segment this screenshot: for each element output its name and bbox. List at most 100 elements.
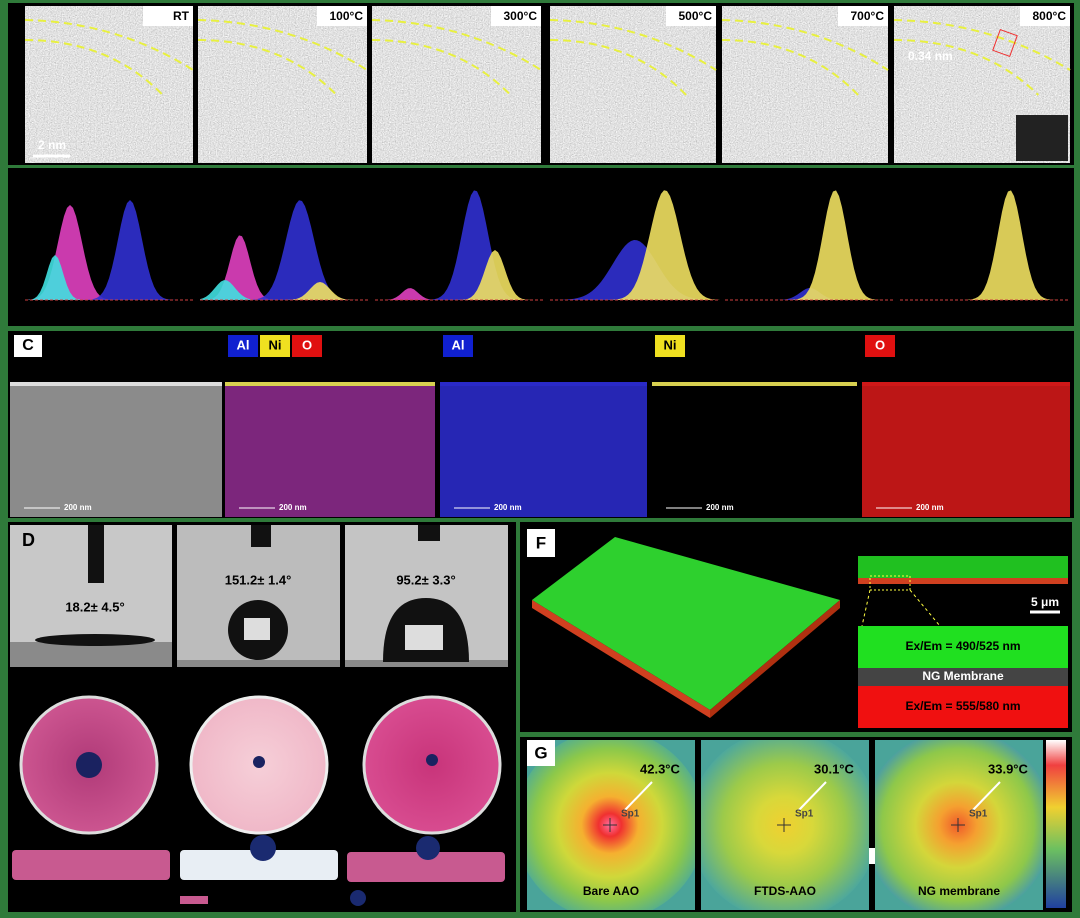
label-box [527, 529, 555, 557]
label-box [1020, 6, 1070, 26]
surface-layer [440, 382, 647, 386]
surface-layer [10, 382, 222, 386]
scale-label: 200 nm [916, 503, 944, 512]
layer-label: Ex/Em = 490/525 nm [905, 639, 1020, 653]
interface-line [371, 39, 512, 96]
spectrum-peak [900, 190, 1070, 300]
membrane-side [12, 850, 170, 880]
interface-line [371, 19, 542, 71]
panel-d: D 18.2± 4.5° 151.2± 1.4° 95.2± 3.3° [10, 525, 508, 906]
interface-line [893, 39, 1040, 96]
temperature-label: 300°C [504, 9, 538, 23]
lattice-label: 0.34 nm [908, 49, 953, 63]
membrane-edge [710, 600, 840, 718]
droplet-side [350, 890, 366, 906]
tem-image [372, 6, 541, 163]
element-label: Ni [269, 337, 282, 352]
scale-label: 5 μm [1031, 595, 1059, 609]
element-tag [655, 335, 685, 357]
tem-image [550, 6, 716, 163]
panel-label: F [536, 533, 546, 552]
temperature-label: 700°C [851, 9, 885, 23]
droplet-highlight [244, 618, 270, 640]
spectrum-peak [200, 280, 370, 300]
interface-line [197, 19, 368, 71]
tem-image [198, 6, 367, 163]
droplet-side [250, 835, 276, 861]
label-box [143, 6, 193, 26]
needle [251, 525, 271, 547]
needle [418, 525, 440, 541]
interface-line [24, 39, 164, 96]
substrate [10, 642, 172, 667]
spot-label: Sp1 [795, 809, 814, 820]
eds-signal [10, 385, 222, 517]
surface-layer [225, 382, 435, 386]
spot-label: Sp1 [621, 809, 640, 820]
layer-label: Ex/Em = 555/580 nm [905, 699, 1020, 713]
fft-inset [1016, 115, 1068, 161]
layer-label: NG Membrane [922, 669, 1004, 683]
needle [88, 525, 104, 583]
temperature-label: 100°C [330, 9, 364, 23]
pointer [972, 781, 1001, 811]
interface-line [549, 39, 687, 96]
label-box [14, 335, 42, 357]
spectrum-peak [550, 240, 720, 300]
eds-signal [862, 385, 1070, 517]
red-layer [858, 686, 1068, 728]
membrane-edge [532, 600, 710, 718]
droplet-top [253, 756, 265, 768]
label-box [666, 6, 716, 26]
element-tag [292, 335, 322, 357]
contact-angle: 151.2± 1.4° [225, 572, 292, 587]
tem-image [722, 6, 888, 163]
element-tag [228, 335, 258, 357]
spectrum-peak [550, 190, 720, 300]
panel-c: 200 nm 200 nm 200 nm 200 nm 200 nm C Al Ni O Al Ni… [10, 333, 1070, 517]
scale-label: 200 nm [279, 503, 307, 512]
spectrum-peak [725, 190, 895, 300]
label-box [838, 6, 888, 26]
spectrum-peak [375, 250, 545, 300]
zoom-line [909, 589, 941, 627]
eds-map [652, 333, 857, 517]
cross-section [858, 556, 1068, 578]
label-box [527, 740, 555, 766]
element-tag [443, 335, 473, 357]
zoom-box [869, 575, 911, 591]
pointer [624, 781, 653, 811]
temperature: 30.1°C [814, 761, 855, 776]
temperature: 42.3°C [640, 761, 681, 776]
spectrum-peak [200, 282, 370, 300]
temperature: 33.9°C [988, 761, 1029, 776]
droplet-top [76, 752, 102, 778]
label-box [317, 6, 367, 26]
scale-label: 200 nm [706, 503, 734, 512]
color-bar [1046, 740, 1066, 908]
membrane-side [347, 852, 505, 882]
separator [869, 848, 875, 864]
eds-signal [225, 385, 435, 517]
panel-f: 5 μm Ex/Em = 490/525 nm NG Membrane Ex/E… [527, 529, 1068, 728]
membrane-side [180, 850, 338, 880]
surface-layer [862, 382, 1070, 386]
eds-signal [440, 385, 647, 517]
panel-b [25, 190, 1070, 301]
spectrum-peak [375, 190, 545, 300]
element-label: O [875, 337, 885, 352]
panel-label: D [22, 530, 35, 550]
scale-label: 200 nm [64, 503, 92, 512]
panel-label: C [22, 337, 34, 354]
zoom-line [861, 589, 871, 627]
swatch [180, 896, 208, 904]
caption: NG membrane [918, 884, 1000, 898]
interface-line [893, 19, 1071, 71]
substrate [345, 660, 508, 667]
temperature-label: RT [173, 9, 190, 23]
panel-label: G [534, 743, 547, 762]
temperature-label: 500°C [679, 9, 713, 23]
spectrum-peak [25, 255, 195, 300]
cross-section-base [858, 578, 1068, 584]
